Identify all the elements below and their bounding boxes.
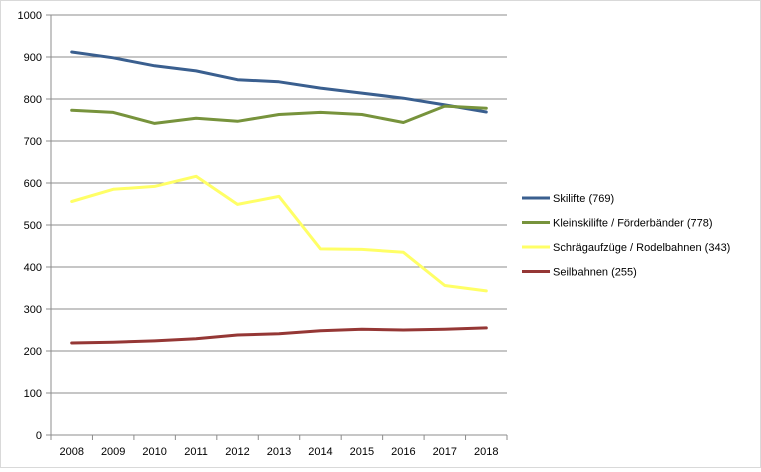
series-line-3 xyxy=(70,174,488,293)
legend-label: Seilbahnen (255) xyxy=(553,267,637,279)
series-lines xyxy=(70,50,488,345)
x-tick-label: 2015 xyxy=(350,446,374,458)
legend-label: Schrägaufzüge / Rodelbahnen (343) xyxy=(553,242,730,254)
x-tick-label: 2012 xyxy=(225,446,249,458)
series-line-4 xyxy=(70,326,488,345)
y-tick-label: 500 xyxy=(24,220,42,232)
x-tick-labels: 2008 2009 2010 2011 2012 2013 2014 2015 2016 2017… xyxy=(59,446,498,458)
axes xyxy=(46,14,508,440)
legend-label: Kleinskilifte / Förderbänder (778) xyxy=(553,218,713,230)
x-tick-label: 2010 xyxy=(142,446,166,458)
y-tick-label: 900 xyxy=(24,52,42,64)
gridlines xyxy=(51,14,507,394)
y-tick-label: 0 xyxy=(36,430,42,442)
y-tick-label: 300 xyxy=(24,304,42,316)
x-tick-label: 2014 xyxy=(308,446,332,458)
y-tick-label: 200 xyxy=(24,346,42,358)
y-tick-labels: 0 100 200 300 400 500 600 700 800 900 1000 xyxy=(18,10,42,442)
y-tick-label: 400 xyxy=(24,262,42,274)
x-tick-label: 2009 xyxy=(101,446,125,458)
series-line-1 xyxy=(70,50,488,114)
legend-label: Skilifte (769) xyxy=(553,193,614,205)
x-tick-label: 2017 xyxy=(433,446,457,458)
x-tick-label: 2011 xyxy=(184,446,208,458)
x-tick-label: 2008 xyxy=(59,446,83,458)
y-tick-label: 100 xyxy=(24,388,42,400)
series-line-2 xyxy=(70,104,488,125)
y-tick-label: 600 xyxy=(24,178,42,190)
y-tick-label: 1000 xyxy=(18,10,42,22)
y-tick-label: 700 xyxy=(24,136,42,148)
x-tick-label: 2016 xyxy=(391,446,415,458)
x-tick-label: 2018 xyxy=(474,446,498,458)
x-tick-label: 2013 xyxy=(267,446,291,458)
y-tick-label: 800 xyxy=(24,94,42,106)
legend: Skilifte (769) Kleinskilifte / Förderbänd… xyxy=(522,193,730,279)
